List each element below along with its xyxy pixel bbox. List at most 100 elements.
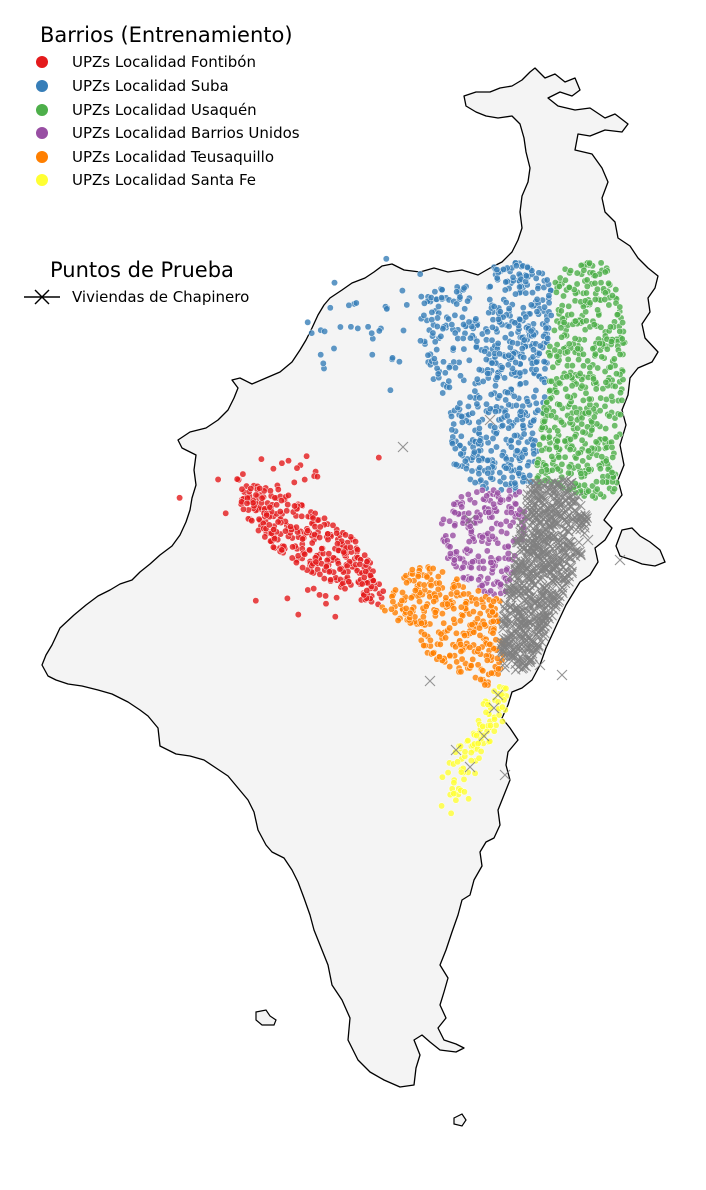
point-usaquen <box>593 285 601 293</box>
point-usaquen <box>610 355 618 363</box>
point-santa-fe <box>491 715 498 723</box>
point-barrios-unidos <box>469 558 476 566</box>
point-fontibon <box>255 515 263 523</box>
point-teusaquillo <box>457 603 465 611</box>
point-fontibon <box>310 585 318 593</box>
point-suba <box>532 274 540 282</box>
point-suba <box>438 294 446 302</box>
point-chapinero <box>522 545 533 556</box>
point-chapinero <box>582 534 594 546</box>
point-teusaquillo <box>426 636 434 644</box>
point-usaquen <box>575 356 583 364</box>
point-teusaquillo <box>442 594 450 602</box>
point-chapinero <box>544 531 555 542</box>
point-suba <box>486 283 494 291</box>
point-chapinero <box>537 616 548 627</box>
point-usaquen <box>586 364 594 371</box>
legend-label-usaquen: UPZs Localidad Usaquén <box>72 101 257 119</box>
point-fontibon <box>363 587 371 595</box>
legend-swatch-usaquen <box>36 104 48 116</box>
point-fontibon <box>270 526 278 533</box>
point-usaquen <box>555 282 563 290</box>
point-chapinero <box>523 568 534 579</box>
point-fontibon <box>289 543 297 551</box>
point-usaquen <box>616 411 624 419</box>
point-usaquen <box>594 364 602 372</box>
point-suba <box>472 343 480 351</box>
point-chapinero <box>509 550 519 561</box>
point-suba <box>439 389 447 397</box>
point-teusaquillo <box>437 630 445 638</box>
point-santa-fe <box>467 749 475 757</box>
point-suba <box>533 308 541 316</box>
point-teusaquillo <box>429 565 437 572</box>
point-suba <box>352 299 360 307</box>
point-suba <box>330 345 338 352</box>
point-suba <box>473 400 481 408</box>
point-chapinero <box>544 567 555 578</box>
point-chapinero <box>561 564 571 575</box>
point-suba <box>496 392 504 400</box>
point-chapinero <box>538 604 549 615</box>
point-santa-fe <box>447 809 455 817</box>
point-santa-fe <box>465 795 473 803</box>
point-suba <box>527 301 535 309</box>
point-suba <box>522 289 530 297</box>
point-suba <box>453 288 461 296</box>
point-usaquen <box>592 438 600 446</box>
legend-test: Puntos de Prueba Viviendas de Chapinero <box>24 258 249 306</box>
point-suba <box>452 461 460 469</box>
point-suba <box>354 324 362 332</box>
point-teusaquillo <box>474 615 481 623</box>
point-barrios-unidos <box>497 521 505 528</box>
point-fontibon <box>240 505 247 513</box>
point-chapinero <box>484 414 496 426</box>
point-fontibon <box>354 546 361 554</box>
point-barrios-unidos <box>457 493 465 501</box>
point-fontibon <box>301 550 309 558</box>
point-teusaquillo <box>487 669 495 677</box>
point-chapinero <box>539 563 550 574</box>
point-usaquen <box>602 378 610 386</box>
point-suba <box>512 262 520 270</box>
point-teusaquillo <box>431 608 439 616</box>
legend-label-santa-fe: UPZs Localidad Santa Fe <box>72 171 256 189</box>
point-suba <box>368 329 376 337</box>
point-santa-fe <box>479 722 487 730</box>
point-suba <box>431 288 439 296</box>
point-fontibon <box>331 613 339 621</box>
point-usaquen <box>558 333 566 341</box>
point-chapinero <box>523 657 533 668</box>
point-suba <box>496 308 504 316</box>
point-chapinero <box>571 518 582 528</box>
point-chapinero <box>564 478 575 489</box>
point-suba <box>535 269 543 277</box>
point-suba <box>475 456 483 464</box>
point-santa-fe <box>500 696 508 704</box>
point-teusaquillo <box>453 658 461 666</box>
point-suba <box>508 473 516 481</box>
point-suba <box>516 380 524 388</box>
point-teusaquillo <box>450 583 458 591</box>
point-chapinero <box>539 590 550 601</box>
point-usaquen <box>589 345 597 353</box>
point-teusaquillo <box>407 594 415 602</box>
point-santa-fe <box>438 773 446 781</box>
point-suba <box>386 386 394 394</box>
point-suba <box>471 479 479 487</box>
point-suba <box>503 412 511 420</box>
point-teusaquillo <box>403 579 411 587</box>
point-suba <box>522 278 530 286</box>
point-suba <box>527 327 535 335</box>
point-usaquen <box>557 324 565 332</box>
point-fontibon <box>257 455 265 463</box>
point-suba <box>518 453 526 461</box>
point-usaquen <box>574 449 582 457</box>
point-teusaquillo <box>456 617 464 625</box>
point-suba <box>501 286 509 294</box>
point-suba <box>429 329 437 337</box>
point-teusaquillo <box>480 620 488 628</box>
point-chapinero <box>538 631 549 642</box>
point-suba <box>502 464 510 472</box>
point-teusaquillo <box>490 597 498 605</box>
